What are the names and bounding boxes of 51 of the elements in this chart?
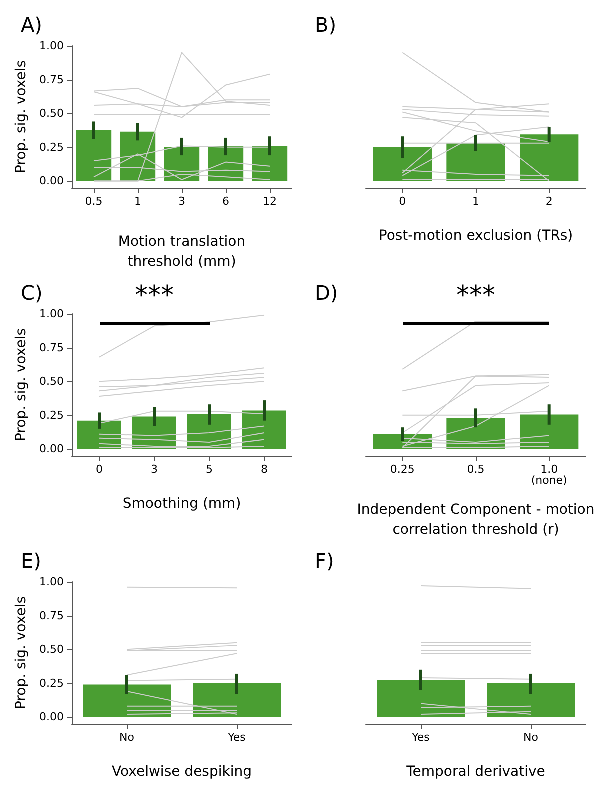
x-tick-label: 0 (399, 195, 406, 208)
y-tick-label: 0.25 (40, 140, 64, 154)
x-tick-label: 0.25 (390, 463, 415, 476)
y-tick-label: 1.00 (40, 308, 64, 320)
x-tick-label: 3 (151, 463, 158, 476)
y-axis-title: Prop. sig. voxels (14, 328, 30, 442)
x-axis-title: Temporal derivative (406, 764, 546, 780)
y-axis-title: Prop. sig. voxels (14, 60, 30, 174)
x-axis-title: Smoothing (mm) (122, 496, 242, 512)
x-axis-title: Post-motion exclusion (TRs) (378, 228, 574, 244)
x-tick-label: 5 (206, 463, 213, 476)
x-tick-label: 1.0 (none) (531, 463, 568, 487)
chart-title: E) (21, 549, 42, 573)
y-tick-label: 0.00 (40, 442, 64, 456)
x-tick-label: 0.5 (467, 463, 485, 476)
y-tick-label: 0.25 (40, 676, 64, 690)
y-tick-label: 0.25 (40, 408, 64, 422)
x-tick-label: 1 (134, 195, 142, 208)
x-tick-label: No (524, 731, 539, 744)
x-tick-label: 8 (261, 463, 268, 476)
text: *** (134, 281, 175, 311)
y-tick-label: 0.50 (40, 643, 64, 656)
x-axis-title: Independent Component - motion correlation threshold (r) (357, 502, 595, 538)
chart-title: C) (21, 281, 43, 305)
y-tick-label: 0.00 (40, 710, 64, 724)
x-tick-label: 3 (178, 195, 186, 208)
y-tick-label: 1.00 (40, 40, 64, 52)
chart-title: A) (21, 13, 42, 37)
x-axis-title: Voxelwise despiking (112, 764, 252, 780)
text: *** (456, 281, 496, 311)
y-tick-label: 0.75 (40, 609, 64, 622)
y-axis-title: Prop. sig. voxels (14, 596, 30, 710)
y-tick-label: 1.00 (40, 576, 64, 588)
x-tick-label: 6 (222, 195, 230, 208)
x-tick-label: 1 (472, 195, 480, 208)
x-tick-label: No (120, 731, 135, 744)
x-tick-label: Yes (411, 731, 430, 744)
y-tick-label: 0.75 (40, 341, 64, 354)
y-tick-label: 0.50 (40, 375, 64, 388)
x-tick-label: 12 (263, 195, 277, 208)
x-tick-label: 2 (546, 195, 553, 208)
chart-title: F) (315, 549, 334, 573)
y-tick-label: 0.75 (40, 73, 64, 86)
y-tick-label: 0.50 (40, 107, 64, 120)
x-tick-label: 0.5 (85, 195, 103, 208)
chart-title: D) (315, 281, 338, 305)
x-tick-label: 0 (96, 463, 103, 476)
y-tick-label: 0.00 (40, 174, 64, 188)
x-axis-title: Motion translation threshold (mm) (118, 234, 246, 270)
x-tick-label: Yes (227, 731, 246, 744)
chart-title: B) (315, 13, 337, 37)
